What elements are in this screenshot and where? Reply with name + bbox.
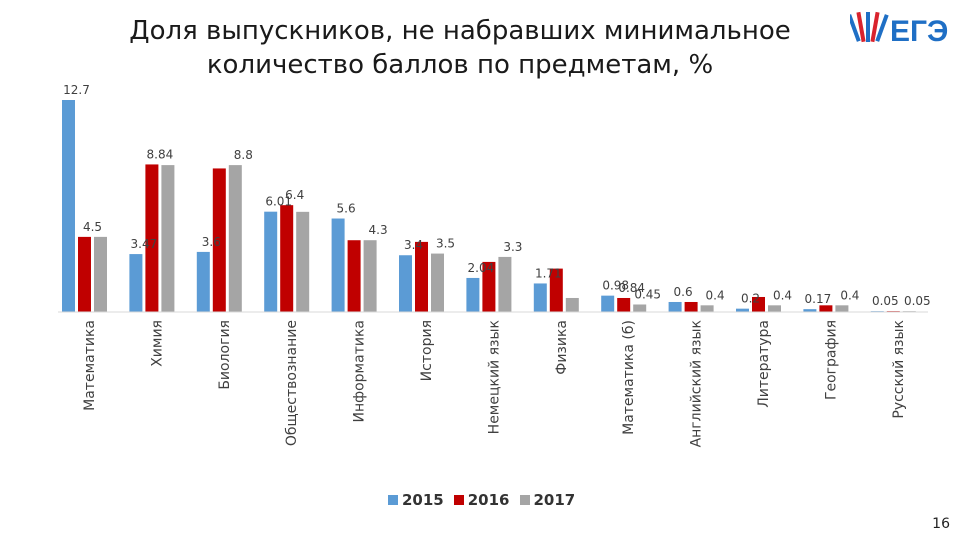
value-label-2016-0: 4.5 <box>83 220 102 234</box>
bar-2017-0 <box>94 236 107 312</box>
value-label-2017-12: 0.05 <box>904 294 931 308</box>
bar-2015-9 <box>668 301 682 312</box>
value-label-2017-4: 4.3 <box>369 223 388 237</box>
value-label-2017-6: 3.3 <box>503 240 522 254</box>
value-label-2015-6: 2.04 <box>468 261 495 275</box>
value-label-2015-9: 0.6 <box>674 285 693 299</box>
value-label-2015-4: 5.6 <box>337 202 356 216</box>
category-label-0: Математика <box>82 320 98 411</box>
category-label-6: Немецкий язык <box>486 320 502 434</box>
category-labels-layer: Математика Химия Биология Обществознание Инф… <box>82 320 907 447</box>
bar-2015-4 <box>331 218 345 312</box>
bar-2015-5 <box>399 255 412 312</box>
legend-swatch-2015 <box>388 495 398 505</box>
bar-2017-6 <box>498 256 512 312</box>
legend-label-2015: 2015 <box>402 491 444 509</box>
bar-2016-1 <box>145 164 159 312</box>
logo-figures-icon <box>850 11 889 43</box>
bar-2015-10 <box>736 308 749 312</box>
legend: 2015 2016 2017 <box>388 491 575 509</box>
value-label-2017-5: 3.5 <box>436 237 455 251</box>
bar-2016-2 <box>212 168 226 312</box>
bar-2016-9 <box>684 301 698 312</box>
bar-2016-4 <box>347 240 361 312</box>
value-label-2017-8: 0.45 <box>634 287 661 301</box>
legend-swatch-2016 <box>453 495 464 505</box>
category-label-1: Химия <box>149 320 165 367</box>
bar-2017-4 <box>363 240 377 312</box>
value-label-2015-0: 12.7 <box>63 83 90 97</box>
value-label-2015-5: 3.4 <box>404 238 423 252</box>
bar-2015-8 <box>601 295 615 312</box>
ege-logo: ЕГЭ <box>850 11 948 48</box>
value-label-2016-1: 8.84 <box>147 147 174 161</box>
bar-2017-3 <box>296 211 310 312</box>
bar-2015-2 <box>196 251 210 312</box>
value-labels-layer: 12.7 4.5 3.47 8.84 3.6 8.8 6.016.4 5.6 4.3 3.4 3.5… <box>63 83 931 308</box>
value-label-2017-10: 0.4 <box>773 288 792 302</box>
bar-2015-0 <box>62 100 75 312</box>
value-label-2015-2: 3.6 <box>202 235 221 249</box>
category-label-7: Физика <box>554 320 570 375</box>
bar-2017-5 <box>431 253 444 312</box>
bar-2016-0 <box>78 236 91 312</box>
value-label-2017-2: 8.8 <box>234 148 253 162</box>
category-label-12: Русский язык <box>891 320 907 419</box>
value-label-2015-11: 0.17 <box>805 292 832 306</box>
category-label-11: География <box>823 320 839 400</box>
chart-title-line-2: количество баллов по предметам, % <box>206 50 714 80</box>
bar-2017-7 <box>565 297 579 312</box>
bar-2017-1 <box>161 165 175 312</box>
value-label-2016-8: 0.84 <box>618 281 645 295</box>
chart-title-line-1: Доля выпускников, не набравших минимальн… <box>129 16 791 46</box>
bar-2017-11 <box>835 305 849 312</box>
chart-title: Доля выпускников, не набравших минимальн… <box>110 14 810 82</box>
bar-2017-2 <box>228 165 242 312</box>
legend-item-2015: 2015 <box>388 491 444 509</box>
bar-2016-6 <box>482 261 496 312</box>
legend-swatch-2017 <box>519 495 530 505</box>
value-label-2015-1: 3.47 <box>131 237 158 251</box>
value-label-2015-8: 0.98 <box>602 279 629 293</box>
category-label-5: История <box>419 320 435 381</box>
value-label-2016-3: 6.4 <box>285 188 304 202</box>
value-label-2015-3: 6.01 <box>265 195 292 209</box>
category-label-9: Английский язык <box>689 320 705 447</box>
bar-2016-10 <box>752 296 765 312</box>
category-label-10: Литература <box>756 320 772 408</box>
bar-2016-11 <box>819 305 833 312</box>
bars-layer <box>62 100 916 312</box>
page-number: 16 <box>932 516 950 532</box>
legend-label-2017: 2017 <box>533 491 576 509</box>
category-label-4: Информатика <box>352 320 368 422</box>
value-label-2017-9: 0.4 <box>706 288 725 302</box>
bar-2015-6 <box>466 277 480 312</box>
bar-2015-7 <box>533 283 547 312</box>
category-label-3: Обществознание <box>284 320 300 446</box>
bar-2017-9 <box>700 305 714 312</box>
value-label-2015-10: 0.2 <box>741 292 760 306</box>
bar-2015-11 <box>803 309 817 312</box>
bar-2016-3 <box>280 205 294 312</box>
logo-text: ЕГЭ <box>890 15 948 48</box>
bar-2015-3 <box>264 211 278 312</box>
legend-item-2017: 2017 <box>519 491 576 509</box>
category-label-2: Биология <box>217 320 233 390</box>
bar-2016-7 <box>549 268 563 312</box>
category-label-8: Математика (б) <box>621 320 637 435</box>
legend-label-2016: 2016 <box>467 491 510 509</box>
bar-2017-10 <box>768 305 781 312</box>
bar-2015-1 <box>129 254 143 312</box>
legend-item-2016: 2016 <box>453 491 510 509</box>
value-label-2017-11: 0.4 <box>840 288 859 302</box>
bar-2016-8 <box>617 297 631 312</box>
bar-2016-5 <box>415 241 428 312</box>
bar-2017-8 <box>633 304 647 312</box>
value-label-2015-7: 1.71 <box>535 266 562 280</box>
value-label-2015-12: 0.05 <box>872 294 899 308</box>
